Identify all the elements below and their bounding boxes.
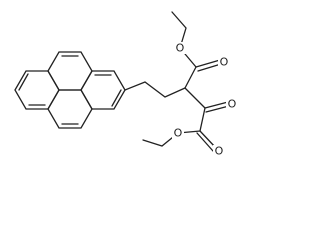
atom-label: O <box>228 98 237 111</box>
atom-label: O <box>220 56 229 69</box>
bond <box>204 101 229 109</box>
label-bg <box>218 56 230 68</box>
ring <box>14 70 60 110</box>
atom-label: O <box>176 42 185 55</box>
double-bond <box>111 89 122 107</box>
double-bond <box>205 105 230 113</box>
bond <box>184 87 206 109</box>
atom-labels: O O O O O O <box>172 42 238 158</box>
bond <box>124 81 186 98</box>
pyrene <box>14 51 126 129</box>
atom-label: O <box>215 145 224 158</box>
bond <box>199 107 206 132</box>
atom-label: O <box>174 127 183 140</box>
label-bg <box>213 145 225 157</box>
ethyl <box>171 11 187 49</box>
double-bond <box>196 132 214 152</box>
structure-diagram: O O O O O O <box>14 11 238 158</box>
bond <box>184 66 197 89</box>
label-bg <box>226 98 238 110</box>
label-bg <box>174 42 186 54</box>
bond <box>195 59 221 68</box>
double-bond <box>18 73 29 91</box>
ring <box>47 51 93 91</box>
ring <box>47 89 93 129</box>
double-bond <box>197 63 222 72</box>
label-bg <box>172 127 184 139</box>
ring <box>80 70 126 110</box>
side-chain <box>124 11 230 152</box>
